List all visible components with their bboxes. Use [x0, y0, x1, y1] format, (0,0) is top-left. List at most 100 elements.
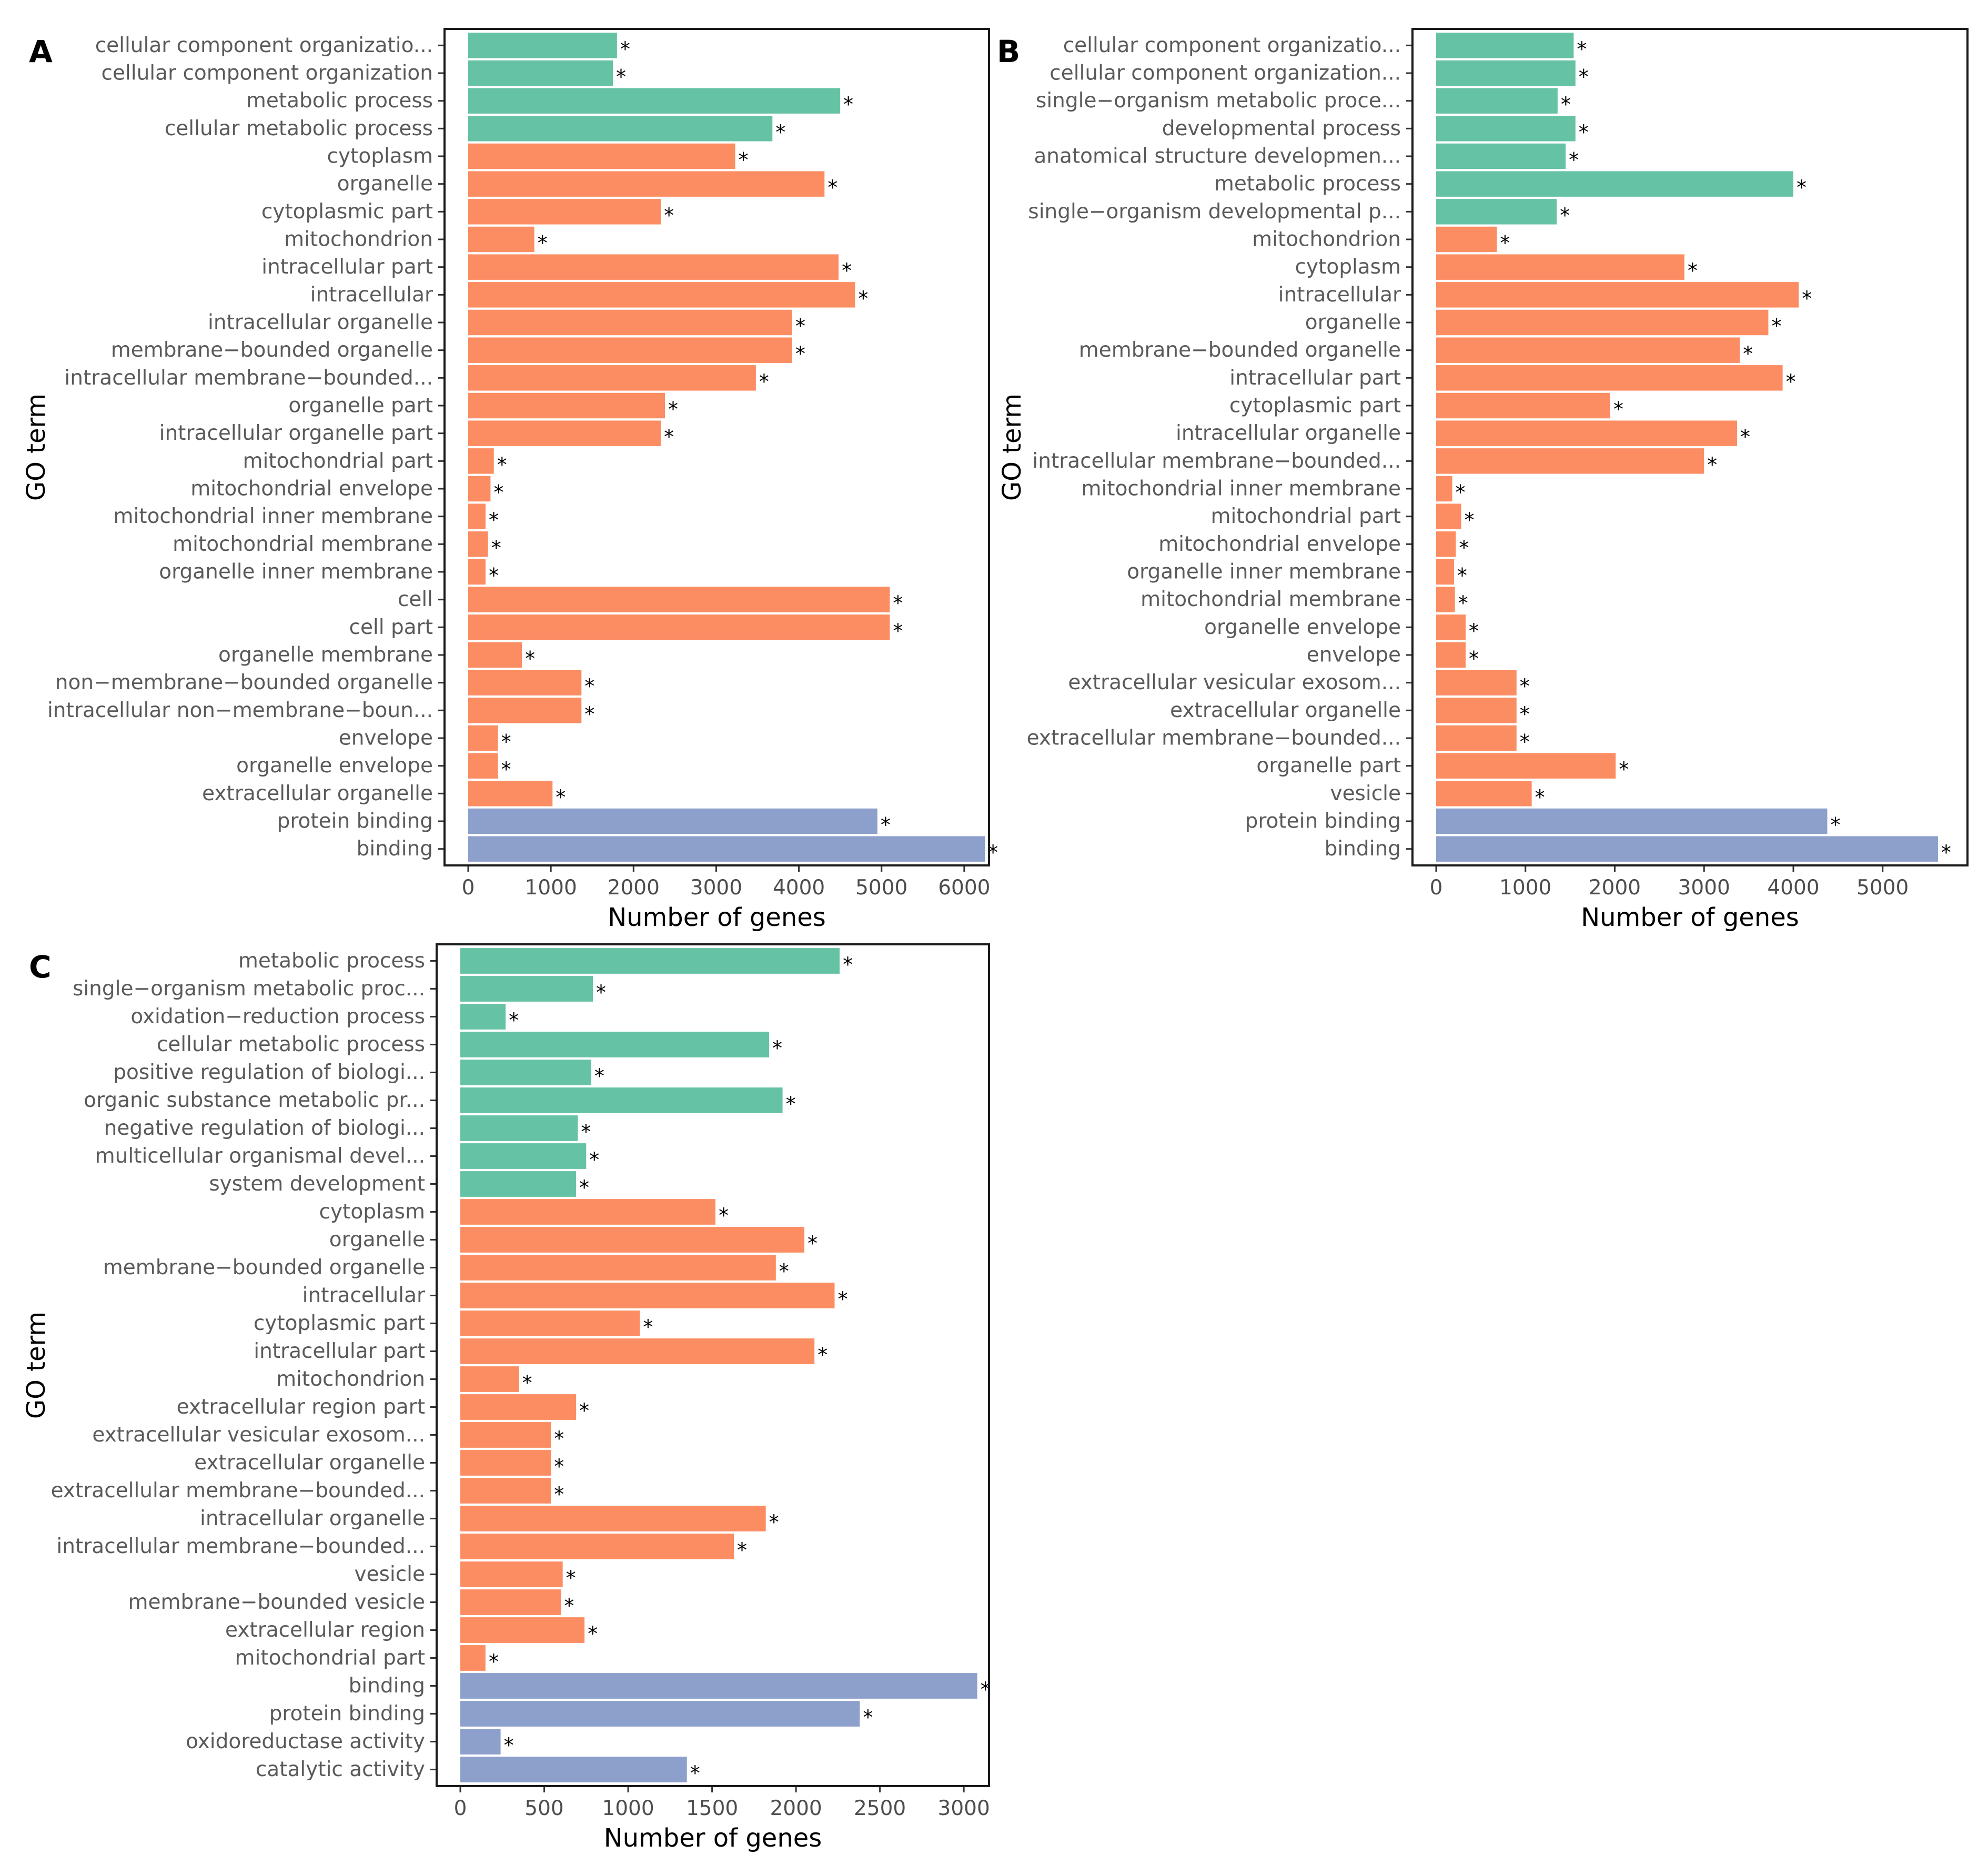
- panel-c-significance-star: *: [981, 1678, 991, 1701]
- panel-b-y-tick-label: extracellular vesicular exosom...: [1068, 671, 1401, 694]
- panel-b-significance-star: *: [1457, 564, 1467, 587]
- panel-b-y-tick-label: mitochondrion: [1252, 228, 1401, 251]
- panel-a-bar-cell: [468, 587, 890, 612]
- panel-b-bar-cytoplasm: [1436, 254, 1684, 280]
- panel-a-significance-star: *: [759, 370, 769, 393]
- panel-a-significance-star: *: [739, 148, 749, 172]
- panel-a-bar-cellular-metabolic-process: [468, 116, 773, 142]
- panel-b-significance-star: *: [1941, 841, 1951, 864]
- panel-c-bar-membrane-bounded-vesicle: [460, 1589, 561, 1615]
- panel-a-y-tick-label: binding: [357, 837, 433, 861]
- panel-a-significance-star: *: [775, 120, 785, 144]
- panel-b-significance-star: *: [1535, 785, 1545, 809]
- panel-a-significance-star: *: [556, 785, 566, 809]
- panel-c-x-tick-label: 2500: [854, 1797, 906, 1820]
- panel-b-x-tick-label: 0: [1430, 876, 1443, 900]
- panel-a-y-tick-label: organelle inner membrane: [159, 560, 433, 584]
- panel-c-x-tick-label: 1000: [602, 1797, 654, 1820]
- panel-a-y-tick-label: organelle membrane: [218, 643, 433, 667]
- panel-c-significance-star: *: [566, 1567, 576, 1590]
- panel-c-bar-catalytic-activity: [460, 1757, 687, 1782]
- panel-b-x-tick-label: 5000: [1856, 876, 1909, 900]
- panel-a-y-tick-label: mitochondrial envelope: [190, 477, 433, 501]
- panel-b-bar-metabolic-process: [1436, 171, 1793, 197]
- panel-b-y-tick-label: single−organism developmental p...: [1028, 200, 1401, 224]
- panel-b-y-tick-label: cellular component organization...: [1049, 62, 1401, 85]
- panel-c-bar-oxidation-reduction-process: [460, 1004, 506, 1030]
- panel-a-significance-star: *: [842, 259, 852, 283]
- panel-b-y-tick-label: extracellular organelle: [1170, 699, 1401, 722]
- panel-c-x-tick-label: 3000: [938, 1797, 990, 1820]
- panel-b-y-tick-label: organelle inner membrane: [1127, 560, 1401, 584]
- panel-a-bar-intracellular: [468, 282, 855, 308]
- panel-b-y-tick-label: membrane−bounded organelle: [1079, 338, 1401, 362]
- panel-b-significance-star: *: [1469, 619, 1479, 642]
- panel-c-bar-negative-regulation-of-biologi: [460, 1115, 578, 1141]
- panel-b-bar-organelle-inner-membrane: [1436, 559, 1454, 585]
- panel-c-y-tick-label: extracellular organelle: [194, 1451, 425, 1475]
- panel-c-bar-cellular-metabolic-process: [460, 1032, 770, 1057]
- panel-b-bar-anatomical-structure-developmen: [1436, 143, 1566, 169]
- panel-b-x-tick-label: 1000: [1499, 876, 1551, 900]
- panel-a-bar-mitochondrial-envelope: [468, 476, 491, 502]
- panel-b-significance-star: *: [1743, 342, 1753, 366]
- panel-a-significance-star: *: [795, 342, 805, 366]
- panel-b-y-tick-label: mitochondrial membrane: [1141, 588, 1401, 611]
- panel-a-y-tick-label: mitochondrial inner membrane: [113, 505, 433, 528]
- panel-a-bar-cellular-component-organizatio: [468, 33, 617, 58]
- panel-a-y-tick-label: cytoplasm: [327, 145, 433, 168]
- panel-b-significance-star: *: [1569, 148, 1579, 172]
- panel-a-y-tick-label: intracellular membrane−bounded...: [64, 366, 433, 390]
- panel-a-significance-star: *: [664, 204, 674, 227]
- panel-b-y-tick-label: cytoplasmic part: [1229, 394, 1401, 418]
- panel-c-bar-positive-regulation-of-biologi: [460, 1060, 591, 1085]
- panel-a-significance-star: *: [584, 702, 594, 725]
- panel-b-bar-developmental-process: [1436, 116, 1576, 142]
- panel-a-significance-star: *: [893, 592, 903, 615]
- panel-c-bar-multicellular-organismal-devel: [460, 1143, 587, 1169]
- panel-c-significance-star: *: [489, 1650, 499, 1673]
- panel-b-chart: B * cellular component organizatio... * cell…: [997, 28, 1969, 932]
- panel-a-significance-star: *: [620, 37, 630, 61]
- panel-a-significance-star: *: [501, 758, 511, 781]
- panel-b-significance-star: *: [1577, 37, 1587, 61]
- panel-a-significance-star: *: [795, 315, 805, 338]
- panel-a-significance-star: *: [881, 813, 891, 836]
- panel-a-letter: A: [29, 34, 53, 69]
- panel-c-y-tick-label: positive regulation of biologi...: [113, 1061, 425, 1084]
- panel-a-plot-frame: [443, 28, 990, 866]
- panel-a-significance-star: *: [501, 730, 511, 753]
- panel-a-y-tick-label: envelope: [339, 727, 433, 750]
- panel-c-bar-cytoplasmic-part: [460, 1310, 640, 1336]
- panel-b-significance-star: *: [1740, 426, 1750, 449]
- panel-b-x-tick-label: 2000: [1589, 876, 1641, 900]
- panel-c-y-tick-label: intracellular organelle: [200, 1507, 425, 1530]
- panel-c-bar-extracellular-region: [460, 1617, 585, 1643]
- panel-c-bar-intracellular: [460, 1283, 835, 1308]
- panel-c-bar-extracellular-region-part: [460, 1394, 577, 1420]
- panel-b-significance-star: *: [1520, 702, 1530, 725]
- panel-c-significance-star: *: [690, 1762, 700, 1785]
- panel-a-significance-star: *: [843, 93, 853, 116]
- panel-a-bar-extracellular-organelle: [468, 781, 553, 806]
- panel-a-bar-envelope: [468, 725, 498, 751]
- panel-a-x-tick-label: 4000: [773, 876, 825, 900]
- panel-a-x-tick-label: 6000: [938, 876, 990, 900]
- panel-c-y-tick-label: intracellular part: [254, 1339, 425, 1363]
- panel-c-significance-star: *: [837, 1288, 847, 1311]
- panel-c-bar-system-development: [460, 1171, 577, 1197]
- panel-a-y-tick-label: intracellular organelle: [208, 311, 433, 335]
- panel-c-x-tick-label: 1500: [686, 1797, 738, 1820]
- panel-c-significance-star: *: [579, 1399, 589, 1423]
- panel-a-bar-protein-binding: [468, 808, 877, 834]
- panel-b-y-tick-label: organelle envelope: [1204, 616, 1401, 639]
- panel-a-y-tick-label: cellular component organizatio...: [95, 34, 433, 57]
- panel-b-significance-star: *: [1579, 120, 1589, 144]
- panel-a-y-tick-label: non−membrane−bounded organelle: [55, 671, 433, 694]
- panel-b-y-tick-label: organelle part: [1256, 754, 1401, 778]
- panel-c-significance-star: *: [596, 981, 606, 1004]
- panel-b-significance-star: *: [1688, 259, 1698, 283]
- panel-c-significance-star: *: [772, 1037, 782, 1060]
- panel-b-bar-single-organism-developmental-p: [1436, 199, 1557, 225]
- panel-c-y-tick-label: extracellular region: [225, 1618, 425, 1642]
